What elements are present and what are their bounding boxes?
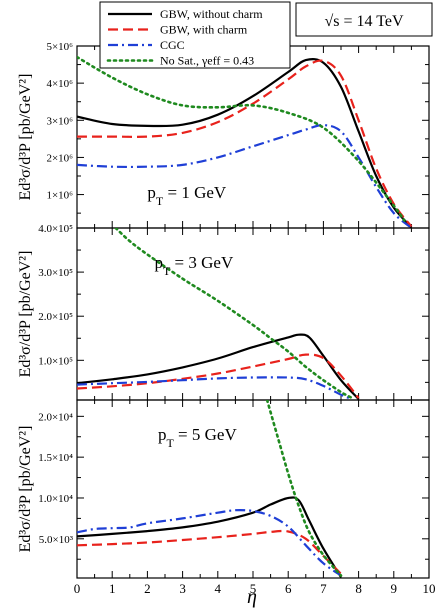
legend-label: GBW, without charm [160,7,263,21]
x-tick-label: 2 [144,581,151,596]
panel-1: 1×10⁶ 2×10⁶ 3×10⁶ 4×10⁶ 5×10⁶ pT = 1 GeV [46,41,430,229]
panel-frame [76,227,430,401]
y-axis-label-top: Ed³σ/d³P [pb/GeV²] [17,74,34,201]
y-tick-label: 3×10⁶ [46,115,73,127]
series-group [77,228,360,400]
legend-label: GBW, with charm [160,23,248,37]
y-tick-label: 1.5×10⁴ [38,452,73,464]
series-line-green [77,55,406,222]
series-line-black [77,496,342,578]
x-tick-label: 1 [109,581,116,596]
x-tick-label: 0 [74,581,81,596]
y-tick-label: 1×10⁶ [46,190,73,202]
y-tick-label: 1.0×10⁴ [38,493,73,505]
series-line-black [77,333,360,400]
y-tick-label: 5.0×10³ [39,534,74,546]
energy-label: √s = 14 TeV [324,13,404,30]
series-line-red [77,353,360,399]
panel-annotation: pT = 5 GeV [158,425,238,450]
series-group [77,400,343,578]
legend-label: CGC [160,38,185,52]
y-tick-label: 3.0×10⁵ [38,267,73,279]
energy-badge: √s = 14 TeV [295,2,433,37]
x-axis-label: η [247,586,257,608]
panel-3: 0 1 2 3 4 5 6 7 8 9 10 5.0×10³ 1.0×10⁴ 1.5×10⁴ 2.0×10⁴… [38,399,436,596]
y-tick-label: 5×10⁶ [46,41,73,53]
series-line-green [114,228,353,400]
x-tick-label: 9 [391,581,398,596]
y-axis-label-middle: Ed³σ/d³P [pb/GeV²] [17,251,34,378]
series-line-black [77,58,413,228]
legend-label: No Sat., γeff = 0.43 [160,54,254,68]
y-tick-label: 2.0×10⁵ [38,311,73,323]
x-tick-label: 10 [423,581,436,596]
series-line-blue [77,509,342,577]
panel-annotation: pT = 3 GeV [154,253,234,278]
series-line-red [77,529,342,575]
x-tick-label: 5 [250,581,257,596]
y-tick-label: 2.0×10⁴ [38,411,73,423]
series-group [77,55,413,228]
x-tick-label: 4 [215,581,222,596]
panels: 1×10⁶ 2×10⁶ 3×10⁶ 4×10⁶ 5×10⁶ pT = 1 GeV 1.0×1… [38,41,435,596]
x-tick-label: 8 [355,581,362,596]
y-tick-label: 4×10⁶ [46,78,73,90]
series-line-blue [77,123,413,228]
y-tick-label: 1.0×10⁵ [38,355,73,367]
y-axis-label-bottom: Ed³σ/d³P [pb/GeV²] [17,426,34,553]
panel-2: 1.0×10⁵ 2.0×10⁵ 3.0×10⁵ 4.0×10⁵ pT = 3 GeV [38,223,430,401]
y-tick-label: 2×10⁶ [46,152,73,164]
x-tick-label: 6 [285,581,292,596]
series-line-blue [77,376,352,400]
x-tick-label: 3 [179,581,186,596]
energy-frame [295,2,433,37]
panel-annotation: pT = 1 GeV [147,183,227,208]
series-line-green [265,400,343,577]
y-tick-label: 4.0×10⁵ [38,223,73,235]
series-line-red [77,59,413,228]
x-tick-label: 7 [320,581,327,596]
panel-frame [76,399,430,579]
